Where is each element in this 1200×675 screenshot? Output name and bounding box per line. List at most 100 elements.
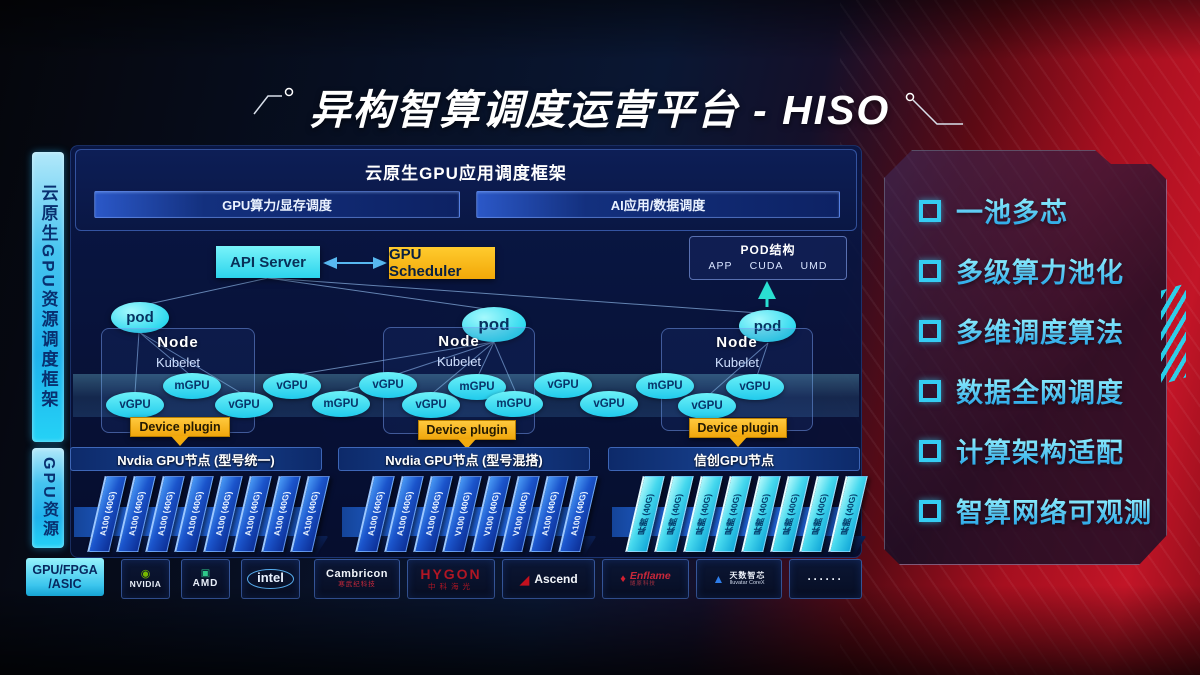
intel-wordmark: intel [247,569,294,589]
app-scheduling-framework-box: 云原生GPU应用调度框架 GPU算力/显存调度 AI应用/数据调度 [75,149,857,231]
gpu-card-list: A100 (40G) A100 (40G) A100 (40G) A100 (40G)… [87,476,330,552]
vendor-hygon: HYGON 中科海光 [407,559,495,599]
hygon-wordmark: HYGON [420,566,482,583]
chip-types-box: GPU/FPGA /ASIC [26,558,104,596]
feature-item: 多维调度算法 [919,311,1158,350]
gpu-instance-ellipse: mGPU [636,373,694,399]
kubelet-label: Kubelet [436,354,482,369]
main-diagram-panel: 云原生GPU应用调度框架 GPU算力/显存调度 AI应用/数据调度 [70,145,862,558]
gpu-card-list: 昇腾 (40G) 昇腾 (40G) 昇腾 (40G) 昇腾 (40G) 昇腾 (40G)… [625,476,868,552]
feature-label: 多维调度算法 [956,311,1124,350]
gpu-instance-ellipse: vGPU [726,374,784,400]
sidebar-framework-label: 云原生GPU资源调度框架 [32,152,64,442]
feature-item: 多级算力池化 [919,251,1158,290]
api-server-box: API Server [216,246,320,278]
square-bullet-icon [919,320,941,342]
iluvatar-wordmark: Iluvatar CoreX [729,579,765,586]
amd-logo-icon: ▣ [200,567,211,579]
pod-structure-item-app: APP [708,260,733,272]
node-label: Node [157,334,199,351]
hygon-cn-label: 中科海光 [428,581,474,591]
vendor-intel: intel [241,559,300,599]
pod-structure-title: POD结构 [740,243,796,257]
square-bullet-icon [919,380,941,402]
gpu-group-nvidia-mixed: Nvdia GPU节点 (型号混搭) A100 (40G) A100 (40G) A… [338,447,598,556]
feature-item: 智算网络可观测 [919,491,1158,530]
square-bullet-icon [919,440,941,462]
title-right-decoration [905,92,963,125]
device-plugin-box: Device plugin [130,417,230,446]
bottom-vignette [0,585,1200,675]
gpu-instance-ellipse: vGPU [402,392,460,418]
pod-ellipse: pod [111,302,169,333]
feature-label: 一池多芯 [956,191,1068,230]
kubelet-label: Kubelet [714,355,760,370]
ascend-wordmark: Ascend [534,571,578,586]
ai-app-data-bar: AI应用/数据调度 [476,191,840,218]
cambricon-wordmark: Cambricon [326,568,388,581]
gpu-instance-ellipse: vGPU [106,392,164,418]
gpu-instance-ellipse: vGPU [678,393,736,419]
gpu-group-title: 信创GPU节点 [608,447,860,471]
gpu-instance-ellipse: mGPU [163,373,221,399]
gpu-card-list: A100 (40G) A100 (40G) A100 (40G) V100 (40G)… [355,476,598,552]
gpu-group-title: Nvdia GPU节点 (型号统一) [70,447,322,471]
node-label: Node [438,333,480,350]
vendor-amd: ▣ AMD [181,559,230,599]
square-bullet-icon [919,200,941,222]
node-label: Node [716,334,758,351]
chip-types-line1: GPU/FPGA [32,562,98,577]
ascend-logo-icon: ◢ [519,571,530,587]
device-plugin-box: Device plugin [418,420,516,449]
vendor-enflame: ♦ Enflame 燧原科技 [602,559,689,599]
gpu-scheduler-box: GPU Scheduler [389,246,495,280]
pod-structure-item-umd: UMD [800,260,828,272]
square-bullet-icon [919,260,941,282]
feature-label: 计算架构适配 [956,431,1124,470]
gpu-instance-ellipse: mGPU [312,391,370,417]
amd-wordmark: AMD [192,577,219,589]
enflame-cn-label: 燧原科技 [629,581,656,587]
device-plugin-box: Device plugin [689,418,787,447]
gpu-instance-ellipse: mGPU [485,391,543,417]
nvidia-eye-icon: ◉ [140,568,151,581]
sidebar-gpu-resource-label: GPU资源 [32,448,64,548]
cambricon-cn-label: 寒武纪科技 [338,580,376,588]
gpu-compute-memory-bar: GPU算力/显存调度 [94,191,460,218]
feature-item: 计算架构适配 [919,431,1158,470]
feature-label: 数据全网调度 [956,371,1124,410]
gpu-group-nvidia-uniform: Nvdia GPU节点 (型号统一) A100 (40G) A100 (40G) A… [70,447,330,556]
kubelet-label: Kubelet [155,355,201,370]
gpu-instance-ellipse: vGPU [263,373,321,399]
page-title: 异构智算调度运营平台 - HISO [309,87,891,133]
more-vendors-dots: ······ [807,571,844,586]
nvidia-wordmark: NVIDIA [129,579,162,590]
gpu-node-rows: Nvdia GPU节点 (型号统一) A100 (40G) A100 (40G) A… [70,447,868,556]
square-bullet-icon [919,500,941,522]
vendor-more: ······ [789,559,862,599]
iluvatar-cn-label: 天数智芯 [729,570,766,580]
pod-ellipse: pod [462,307,526,342]
iluvatar-logo-icon: ▲ [712,572,725,586]
vendor-nvidia: ◉ NVIDIA [121,559,170,599]
gpu-instance-ellipse: vGPU [534,372,592,398]
enflame-wordmark: Enflame [629,569,671,582]
top-vignette [0,0,1200,60]
gpu-instance-ellipse: vGPU [215,392,273,418]
hazard-stripes-decoration [1161,283,1186,385]
feature-panel: 一池多芯 多级算力池化 多维调度算法 数据全网调度 计算架构适配 智算网络可观测 [884,150,1167,565]
enflame-flame-icon: ♦ [620,572,626,585]
feature-label: 智算网络可观测 [956,491,1152,530]
feature-list: 一池多芯 多级算力池化 多维调度算法 数据全网调度 计算架构适配 智算网络可观测 [885,151,1166,564]
gpu-group-title: Nvdia GPU节点 (型号混搭) [338,447,590,471]
vendor-ascend: ◢ Ascend [502,559,595,599]
feature-label: 多级算力池化 [956,251,1124,290]
gpu-group-xinchuang: 信创GPU节点 昇腾 (40G) 昇腾 (40G) 昇腾 (40G) 昇腾 (40G)… [608,447,868,556]
feature-item: 一池多芯 [919,191,1158,230]
title-left-decoration [253,87,294,115]
pod-structure-items: APP CUDA UMD [690,258,846,272]
gpu-instance-ellipse: vGPU [580,391,638,417]
pod-structure-box: POD结构 APP CUDA UMD [689,236,847,280]
feature-item: 数据全网调度 [919,371,1158,410]
